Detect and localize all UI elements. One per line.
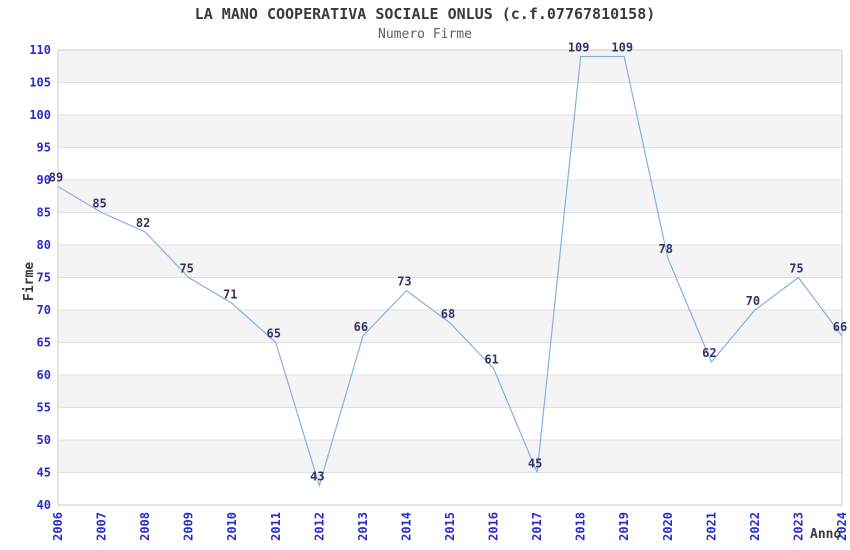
data-point-label: 85 <box>92 197 106 211</box>
plot-border <box>57 49 843 506</box>
y-tick-label: 70 <box>37 303 51 317</box>
x-tick-label: 2015 <box>443 512 457 541</box>
x-tick-label: 2006 <box>51 512 65 541</box>
plot-band <box>58 50 842 83</box>
data-point-label: 68 <box>441 307 455 321</box>
x-tick-label: 2013 <box>356 512 370 541</box>
plot-band <box>58 440 842 473</box>
y-tick-label: 80 <box>37 238 51 252</box>
plot-band <box>58 180 842 213</box>
y-tick-label: 105 <box>29 76 51 90</box>
data-point-label: 65 <box>267 327 281 341</box>
y-tick-label: 55 <box>37 401 51 415</box>
data-point-label: 109 <box>611 41 633 55</box>
y-tick-label: 100 <box>29 108 51 122</box>
chart-title: LA MANO COOPERATIVA SOCIALE ONLUS (c.f.0… <box>194 5 656 23</box>
data-point-label: 109 <box>568 41 590 55</box>
y-tick-label: 65 <box>37 336 51 350</box>
x-tick-label: 2023 <box>791 512 805 541</box>
chart-subtitle: Numero Firme <box>378 27 472 42</box>
data-point-label: 70 <box>746 294 760 308</box>
y-tick-label: 50 <box>37 433 51 447</box>
x-tick-label: 2022 <box>748 512 762 541</box>
x-tick-label: 2007 <box>95 512 109 541</box>
data-point-label: 61 <box>484 353 498 367</box>
y-tick-label: 45 <box>37 466 51 480</box>
x-tick-label: 2011 <box>269 512 283 541</box>
y-tick-label: 95 <box>37 141 51 155</box>
data-point-label: 75 <box>179 262 193 276</box>
plot-band <box>58 245 842 278</box>
y-tick-label: 75 <box>37 271 51 285</box>
y-tick-label: 85 <box>37 206 51 220</box>
data-point-label: 66 <box>833 320 847 334</box>
plot-band <box>58 310 842 343</box>
x-tick-label: 2014 <box>399 512 413 541</box>
series-group: 89 85 82 75 71 65 43 66 73 68 61 45 109 109 78 62 70 75 66 <box>49 41 847 488</box>
x-tick-label: 2019 <box>617 512 631 541</box>
x-tick-label: 2009 <box>182 512 196 541</box>
y-axis-title: Firme <box>22 262 37 301</box>
x-tick-label: 2010 <box>225 512 239 541</box>
x-tick-label: 2017 <box>530 512 544 541</box>
data-point-label: 73 <box>397 275 411 289</box>
data-point-label: 43 <box>310 470 324 484</box>
data-point-label: 89 <box>49 171 63 185</box>
y-tick-label: 110 <box>29 43 51 57</box>
data-point-label: 78 <box>659 242 673 256</box>
x-tick-label: 2008 <box>138 512 152 541</box>
x-tick-label: 2018 <box>574 512 588 541</box>
data-point-label: 62 <box>702 346 716 360</box>
x-axis-title: Anno <box>810 527 841 542</box>
x-tick-label: 2020 <box>661 512 675 541</box>
tick-labels-group: 40 45 50 55 60 65 70 75 80 85 90 95 100 105 110 2006 200… <box>29 43 849 541</box>
data-point-label: 71 <box>223 288 237 302</box>
x-tick-label: 2024 <box>835 512 849 541</box>
x-tick-label: 2021 <box>704 512 718 541</box>
plot-band <box>58 115 842 148</box>
y-tick-label: 90 <box>37 173 51 187</box>
plot-band <box>58 375 842 408</box>
x-tick-label: 2012 <box>312 512 326 541</box>
data-point-label: 66 <box>354 320 368 334</box>
x-tick-label: 2016 <box>487 512 501 541</box>
data-point-label: 82 <box>136 216 150 230</box>
plot-bands-group <box>58 50 842 473</box>
y-tick-label: 60 <box>37 368 51 382</box>
series-line <box>57 55 843 488</box>
y-tick-label: 40 <box>37 498 51 512</box>
data-point-label: 45 <box>528 457 542 471</box>
data-point-label: 75 <box>789 262 803 276</box>
